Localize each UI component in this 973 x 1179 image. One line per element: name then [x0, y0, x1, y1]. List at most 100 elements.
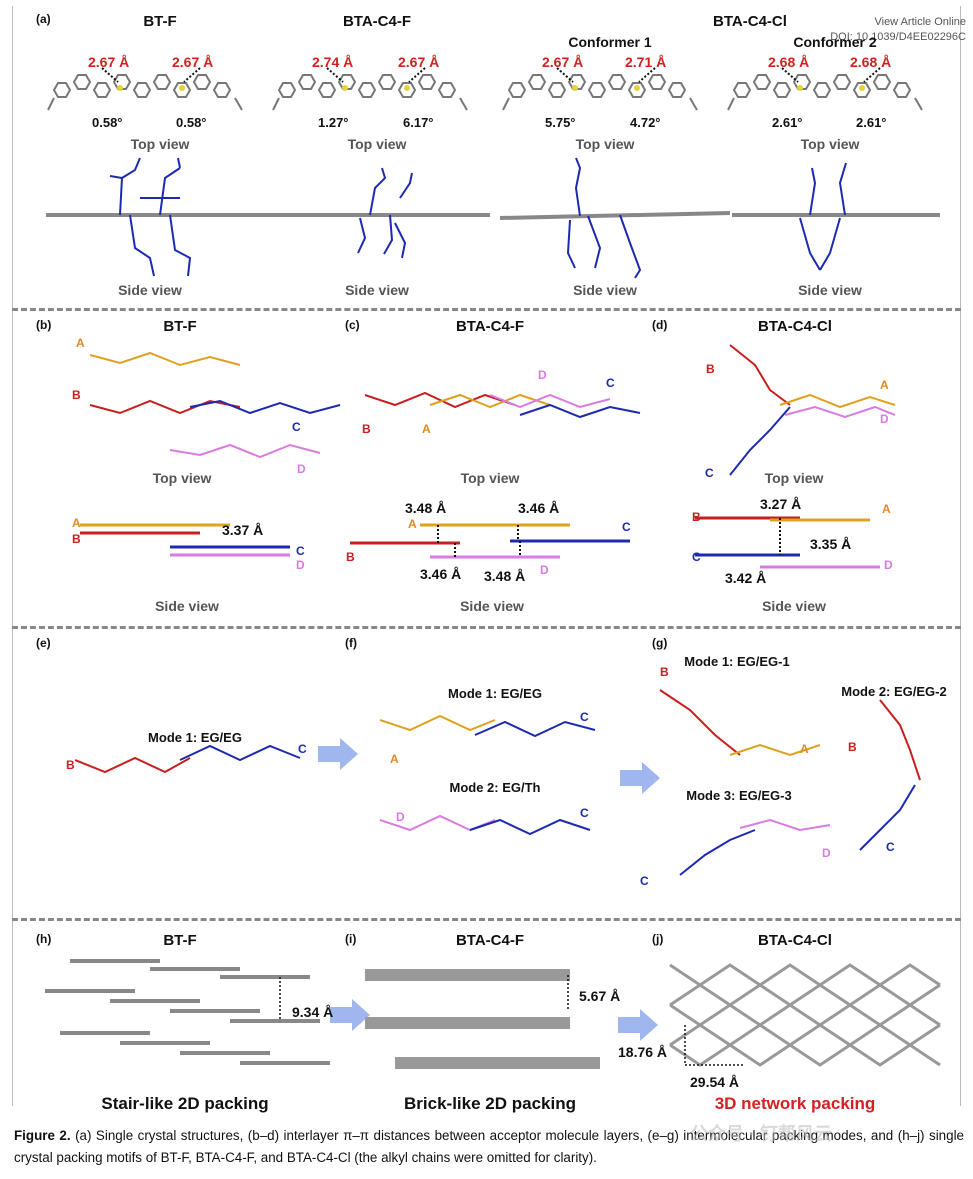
- divider-1: [12, 308, 961, 311]
- d-dist-1: 3.27 Å: [760, 496, 802, 512]
- d-side-label-D: D: [884, 558, 893, 572]
- c-side-label-A: A: [408, 517, 417, 531]
- c-side-label-B: B: [346, 550, 355, 564]
- panel-a-title-1: BT-F: [143, 13, 177, 30]
- panel-a-title-3: BTA-C4-Cl: [713, 13, 787, 30]
- sulfur-atom: [859, 85, 865, 91]
- h-dist: 9.34 Å: [292, 1004, 334, 1020]
- hbond-line: [638, 67, 656, 83]
- a2-top-view-label: Top view: [347, 136, 407, 152]
- a-molecule-1: [47, 67, 243, 111]
- hbond-line: [781, 67, 799, 83]
- b-label-B: B: [72, 388, 81, 402]
- c-side-view-label: Side view: [460, 598, 524, 614]
- hbond-line: [101, 67, 119, 83]
- a4-top-view-label: Top view: [800, 136, 860, 152]
- a1-dist-right: 2.67 Å: [172, 54, 214, 70]
- g-mode-3: Mode 3: EG/EG-3: [686, 788, 792, 803]
- divider-3: [12, 918, 961, 921]
- panel-h-tag: (h): [36, 932, 52, 946]
- d-label-D: D: [880, 412, 889, 426]
- d-label-B: B: [706, 362, 715, 376]
- b-side-label-B: B: [72, 532, 81, 546]
- d-label-A: A: [880, 378, 889, 392]
- g-label-A: A: [800, 742, 809, 756]
- a-molecule-3: [502, 67, 698, 111]
- j-packing-label: 3D network packing: [714, 1094, 876, 1113]
- a3-dist-right: 2.71 Å: [625, 54, 667, 70]
- panel-i-title: BTA-C4-F: [455, 932, 525, 949]
- panel-e-tag: (e): [36, 636, 51, 650]
- panel-c-title: BTA-C4-F: [455, 318, 525, 335]
- c-label-D: D: [538, 368, 547, 382]
- a2-dist-left: 2.74 Å: [312, 54, 354, 70]
- panel-a-top-molecules: [47, 67, 923, 111]
- caption-text: (a) Single crystal structures, (b–d) int…: [14, 1128, 964, 1165]
- c-label-C: C: [606, 376, 615, 390]
- a4-ang-left: 2.61°: [772, 115, 803, 130]
- j-dist-v: 18.76 Å: [618, 1044, 668, 1060]
- a-molecule-4: [727, 67, 923, 111]
- b-label-C: C: [292, 420, 301, 434]
- panel-a-tag: (a): [36, 12, 51, 26]
- c-label-A: A: [422, 422, 431, 436]
- h-packing-label: Stair-like 2D packing: [101, 1094, 269, 1113]
- c-dist-1: 3.48 Å: [405, 500, 447, 516]
- hbond-line: [556, 67, 574, 83]
- hbond-line: [183, 67, 201, 83]
- f-mode-1: Mode 1: EG/EG: [448, 686, 542, 701]
- conformer-1-label: Conformer 1: [568, 34, 652, 50]
- b-side-label-A: A: [72, 516, 81, 530]
- view-article-link[interactable]: View Article Online: [874, 16, 966, 28]
- c-side-label-C: C: [622, 520, 631, 534]
- g-label-B-1: B: [660, 665, 669, 679]
- a4-ang-right: 2.61°: [856, 115, 887, 130]
- sulfur-atom: [797, 85, 803, 91]
- a3-ang-right: 4.72°: [630, 115, 661, 130]
- f-label-C-1: C: [580, 710, 589, 724]
- a1-ang-left: 0.58°: [92, 115, 123, 130]
- g-label-C-2: C: [886, 840, 895, 854]
- panel-b-tag: (b): [36, 318, 52, 332]
- a4-side-view-label: Side view: [798, 282, 862, 298]
- a3-dist-left: 2.67 Å: [542, 54, 584, 70]
- panel-j-title: BTA-C4-Cl: [758, 932, 832, 949]
- watermark: 公众号 · 钉帮风云: [690, 1124, 832, 1144]
- sulfur-atom: [572, 85, 578, 91]
- panel-h-title: BT-F: [163, 932, 197, 949]
- figure-caption: Figure 2. (a) Single crystal structures,…: [14, 1125, 964, 1169]
- g-mode-2: Mode 2: EG/EG-2: [841, 684, 947, 699]
- a2-ang-left: 1.27°: [318, 115, 349, 130]
- panel-d-tag: (d): [652, 318, 668, 332]
- hbond-line: [863, 67, 881, 83]
- panel-b-title: BT-F: [163, 318, 197, 335]
- c-dist-4: 3.48 Å: [484, 568, 526, 584]
- i-packing-label: Brick-like 2D packing: [404, 1094, 576, 1113]
- g-mode-1: Mode 1: EG/EG-1: [684, 654, 790, 669]
- d-label-C: C: [705, 466, 714, 480]
- a2-side-view-label: Side view: [345, 282, 409, 298]
- conformer-2-label: Conformer 2: [793, 34, 877, 50]
- e-mode-1: Mode 1: EG/EG: [148, 730, 242, 745]
- b-top-view-label: Top view: [152, 470, 212, 486]
- b-side-label-D: D: [296, 558, 305, 572]
- a3-ang-left: 5.75°: [545, 115, 576, 130]
- caption-label: Figure 2.: [14, 1128, 71, 1143]
- doi-link[interactable]: DOI: 10.1039/D4EE02296C: [830, 31, 966, 43]
- panel-efg-molecules: [74, 689, 921, 876]
- panel-c-tag: (c): [345, 318, 360, 332]
- a1-side-view-label: Side view: [118, 282, 182, 298]
- d-dist-3: 3.42 Å: [725, 570, 767, 586]
- d-dist-2: 3.35 Å: [810, 536, 852, 552]
- sulfur-atom: [342, 85, 348, 91]
- sulfur-atom: [117, 85, 123, 91]
- e-label-B: B: [66, 758, 75, 772]
- a2-dist-right: 2.67 Å: [398, 54, 440, 70]
- f-label-A: A: [390, 752, 399, 766]
- f-label-D: D: [396, 810, 405, 824]
- panel-g-tag: (g): [652, 636, 668, 650]
- i-dist: 5.67 Å: [579, 988, 621, 1004]
- a3-top-view-label: Top view: [575, 136, 635, 152]
- panel-bcd-molecules: [80, 344, 896, 569]
- a1-dist-left: 2.67 Å: [88, 54, 130, 70]
